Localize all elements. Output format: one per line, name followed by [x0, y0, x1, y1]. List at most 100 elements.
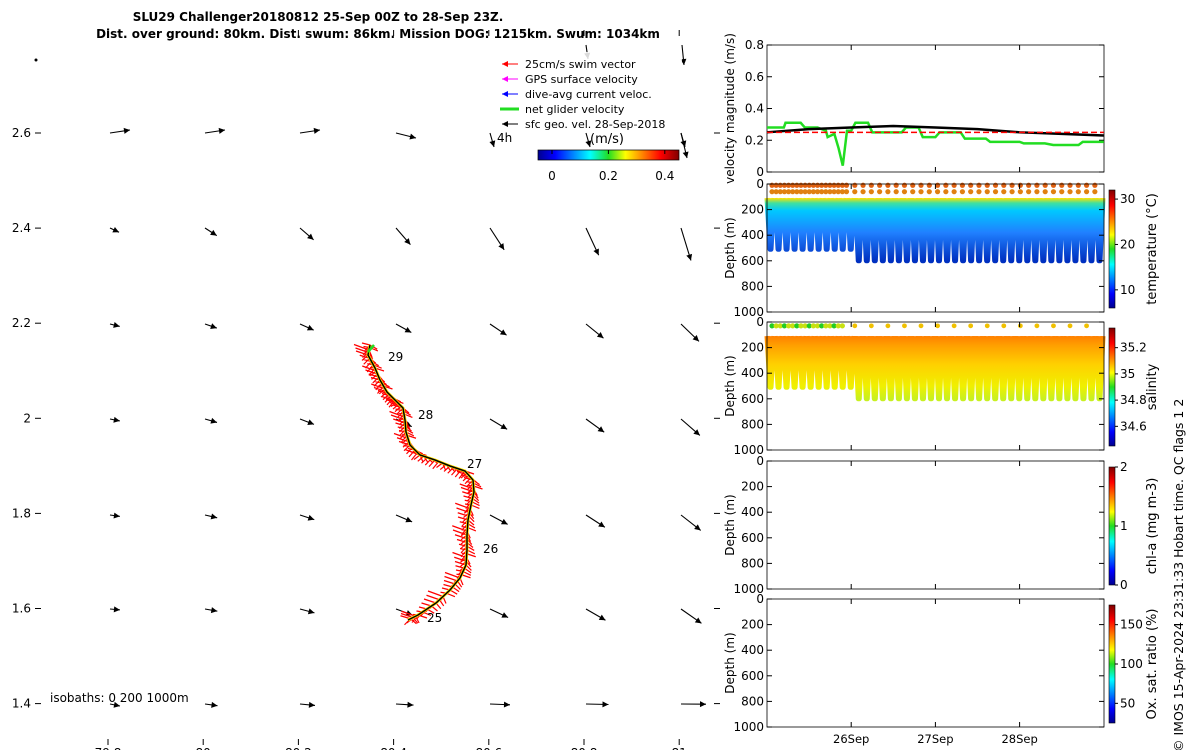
colorbar-tick-label: 10: [1120, 283, 1135, 297]
map-marker-dot: [34, 58, 38, 62]
panel-ytick-label: 1000: [733, 582, 764, 596]
surface-dot: [1083, 189, 1090, 195]
surface-dot: [935, 323, 940, 329]
geo-velocity-vector-head: [112, 226, 120, 233]
surface-dot: [1075, 189, 1081, 195]
day-label: 27: [467, 457, 482, 471]
panel-ytick-label: 0: [756, 454, 764, 468]
colorbar-tick-label: 35: [1120, 367, 1135, 381]
panel-ytick-label: 200: [741, 618, 764, 632]
surface-dot: [781, 323, 788, 329]
panel-xtick-label: 28Sep: [1001, 732, 1037, 746]
panel-colorbar: [1108, 466, 1116, 586]
legend-4h-label: 4h: [497, 131, 512, 145]
surface-dot: [951, 189, 957, 195]
surface-dot: [790, 189, 796, 195]
surface-dot: [852, 323, 858, 329]
legend-swatch-head: [502, 76, 508, 82]
legend-swatch-head: [502, 91, 508, 97]
surface-dot: [1051, 323, 1056, 329]
panel-ytick-label: 0.8: [745, 38, 764, 52]
panel-ylabel: Depth (m): [723, 494, 737, 555]
panel-ytick-label: 0: [756, 165, 764, 179]
geo-velocity-vector-head: [694, 617, 702, 624]
legend-swatch-head: [502, 61, 508, 67]
surface-dot: [984, 189, 990, 195]
surface-dot: [1017, 189, 1023, 195]
day-label: 28: [418, 408, 433, 422]
surface-dot: [839, 189, 845, 195]
panel-ylabel: velocity magnitude (m/s): [723, 33, 737, 184]
surface-dot: [1026, 189, 1032, 195]
surface-dot: [1075, 182, 1081, 188]
panel-ytick-label: 0.6: [745, 70, 764, 84]
surface-dot: [918, 323, 924, 329]
geo-velocity-vector-head: [113, 512, 120, 519]
map-day-labels: 29 28 27 26 25: [388, 350, 498, 625]
panel-colorbar: [1108, 327, 1116, 447]
colorbar-label: Ox. sat. ratio (%): [1145, 609, 1160, 720]
map-xtick-label: 80: [196, 746, 211, 750]
panel-xtick-label: 27Sep: [917, 732, 953, 746]
surface-dot: [835, 189, 841, 195]
geo-velocity-vector-head: [210, 607, 218, 614]
geo-velocity-vector-head: [686, 253, 693, 261]
surface-dot: [1092, 189, 1098, 195]
surface-dot: [839, 323, 845, 329]
legend-swatch-head: [502, 121, 508, 127]
surface-dot: [785, 323, 792, 329]
panel-ytick-label: 800: [741, 694, 764, 708]
panel-ytick-label: 600: [741, 669, 764, 683]
surface-dot: [918, 189, 924, 195]
panel-ylabel: Depth (m): [723, 355, 737, 416]
map-xtick-label: 80.4: [380, 746, 407, 750]
map-ytick-label: 2.6: [12, 126, 31, 140]
panel-frame: [766, 598, 1105, 728]
geo-velocity-vector-head: [210, 229, 217, 236]
speed-colorbar-label: (m/s): [590, 132, 624, 147]
glider-track: [367, 344, 475, 621]
geo-velocity-vector-head: [113, 322, 120, 328]
geo-velocity-vector-head: [404, 238, 411, 245]
geo-velocity-vector-head: [692, 335, 699, 342]
geo-velocity-vector-head: [693, 429, 700, 436]
map-ytick-label: 1.4: [12, 697, 31, 711]
map-ytick-label: 1.8: [12, 506, 31, 520]
geo-velocity-vector-head: [500, 518, 508, 525]
panel-ytick-label: 600: [741, 254, 764, 268]
geo-velocity-vector-head: [123, 127, 130, 134]
surface-dot: [885, 323, 891, 329]
surface-dot: [769, 323, 775, 329]
colorbar-tick-label: 0.4: [655, 169, 674, 183]
surface-dot: [1059, 182, 1065, 188]
legend-entry: 25cm/s swim vector: [525, 58, 636, 71]
surface-dot: [781, 189, 788, 195]
surface-dot: [785, 189, 792, 195]
colorbar-tick-label: 34.8: [1120, 393, 1147, 407]
surface-dot: [777, 189, 783, 195]
surface-dot: [773, 323, 779, 329]
surface-dot: [831, 189, 837, 195]
day-label: 29: [388, 350, 403, 364]
profile-scatter-band: [764, 335, 1106, 402]
surface-dot: [1067, 182, 1073, 188]
surface-dot: [1042, 189, 1048, 195]
surface-dot: [827, 323, 833, 329]
surface-dot: [773, 189, 779, 195]
colorbar-tick-label: 35.2: [1120, 341, 1147, 355]
colorbar-tick-label: 34.6: [1120, 419, 1147, 433]
panel-ytick-label: 200: [741, 480, 764, 494]
map-ytick-label: 2.4: [12, 221, 31, 235]
panel-ytick-label: 400: [741, 366, 764, 380]
geo-velocity-vector-head: [307, 233, 314, 240]
panel-ylabel: Depth (m): [723, 632, 737, 693]
surface-dot: [802, 189, 808, 195]
colorbar-tick-label: 0.2: [599, 169, 618, 183]
surface-dot: [868, 189, 874, 195]
isobaths-label: isobaths: 0 200 1000m: [50, 691, 189, 705]
profile-scatter-band: [764, 197, 1106, 264]
panel-ytick-label: 0: [756, 592, 764, 606]
surface-dot: [901, 189, 908, 195]
geo-velocity-vector-head: [682, 151, 689, 158]
